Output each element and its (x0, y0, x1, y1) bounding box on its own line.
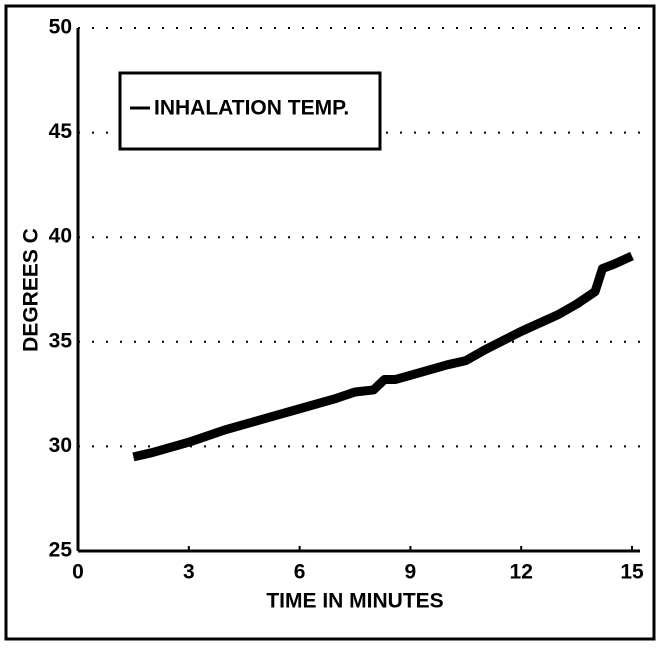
x-tick-label: 3 (183, 561, 195, 584)
x-tick-label: 6 (294, 561, 306, 584)
y-tick-label: 35 (49, 329, 73, 352)
y-axis-label: DEGREES C (20, 228, 43, 352)
x-tick-label: 12 (510, 561, 533, 584)
y-tick-label: 50 (49, 16, 72, 39)
x-tick-label: 9 (405, 561, 417, 584)
y-tick-label: 30 (49, 434, 72, 457)
y-tick-label: 45 (49, 120, 73, 143)
x-axis-label: TIME IN MINUTES (266, 590, 443, 613)
legend-label: INHALATION TEMP. (154, 97, 349, 120)
y-tick-label: 25 (49, 539, 73, 562)
frame (4, 4, 656, 641)
data-line (132, 251, 634, 462)
x-tick-label: 15 (620, 561, 644, 584)
x-tick-label: 0 (72, 561, 84, 584)
y-tick-label: 40 (49, 225, 72, 248)
legend-box (118, 71, 382, 151)
